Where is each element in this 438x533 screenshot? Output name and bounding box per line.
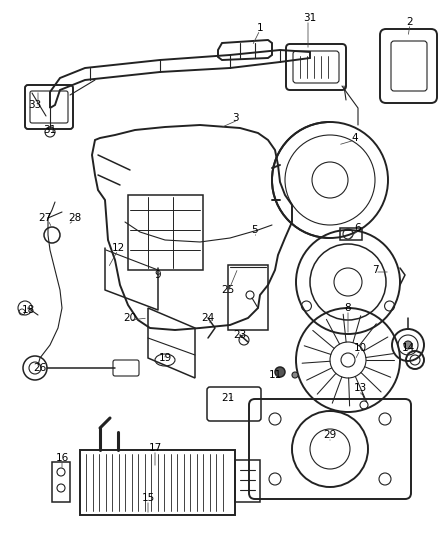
Text: 10: 10 [353,343,367,353]
Text: 4: 4 [352,133,358,143]
Text: 5: 5 [252,225,258,235]
Text: 6: 6 [355,223,361,233]
Text: 18: 18 [21,305,35,315]
Text: 8: 8 [345,303,351,313]
Text: 16: 16 [55,453,69,463]
Text: 24: 24 [201,313,215,323]
Bar [235,460,260,502]
Text: 31: 31 [43,125,57,135]
Text: 25: 25 [221,285,235,295]
Bar [340,228,362,240]
Bar [52,462,70,502]
Text: 9: 9 [155,270,161,280]
Bar [228,265,268,330]
Circle shape [275,367,285,377]
Text: 1: 1 [257,23,263,33]
Text: 3: 3 [232,113,238,123]
Text: 29: 29 [323,430,337,440]
Text: 15: 15 [141,493,155,503]
Text: 23: 23 [233,330,247,340]
Circle shape [292,372,298,378]
Text: 27: 27 [39,213,52,223]
Bar [80,450,235,515]
Text: 17: 17 [148,443,162,453]
Text: 20: 20 [124,313,137,323]
Text: 31: 31 [304,13,317,23]
Text: 12: 12 [111,243,125,253]
Text: 11: 11 [268,370,282,380]
Text: 26: 26 [33,363,46,373]
Text: 28: 28 [68,213,81,223]
Text: 2: 2 [407,17,413,27]
Bar [128,195,203,270]
Text: 19: 19 [159,353,172,363]
Text: 7: 7 [372,265,378,275]
Text: 14: 14 [401,343,415,353]
Text: 33: 33 [28,100,42,110]
Text: 21: 21 [221,393,235,403]
Text: 13: 13 [353,383,367,393]
Circle shape [404,341,412,349]
